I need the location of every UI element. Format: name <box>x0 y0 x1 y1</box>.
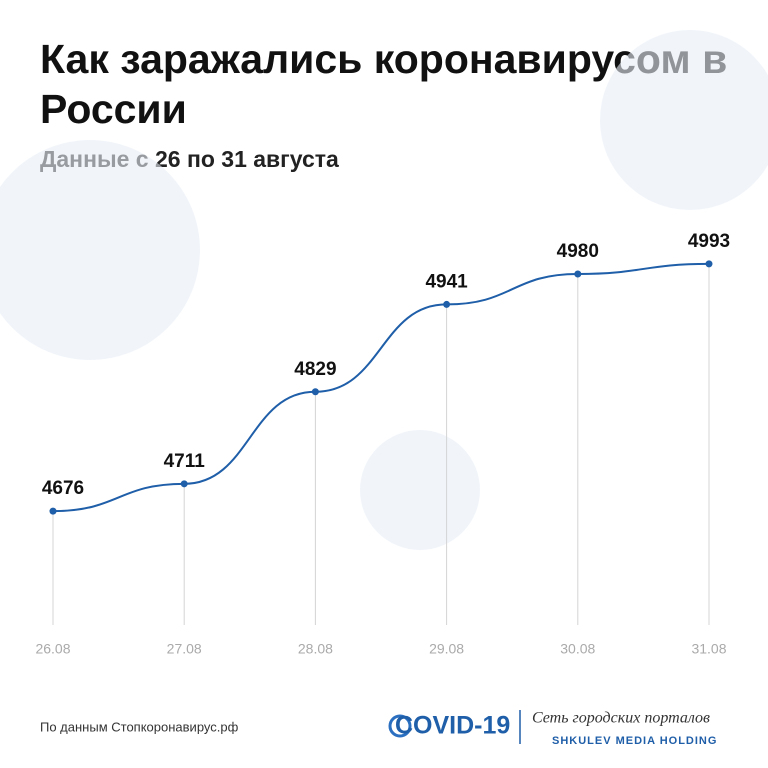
x-tick-label: 29.08 <box>429 641 464 657</box>
value-label: 4993 <box>688 231 730 252</box>
x-tick-label: 30.08 <box>560 641 595 657</box>
value-label: 4676 <box>42 478 84 499</box>
logo-network: Сеть городских порталов <box>532 710 710 727</box>
point <box>49 507 57 515</box>
x-tick-label: 26.08 <box>35 641 70 657</box>
logo-icon <box>388 714 412 738</box>
x-tick-label: 28.08 <box>298 641 333 657</box>
logo-covid: COVID-19 <box>395 712 510 740</box>
point <box>180 480 188 488</box>
x-tick-label: 27.08 <box>167 641 202 657</box>
chart-title: Как заражались коронавирусом в России <box>40 36 728 132</box>
background-decoration <box>0 30 768 550</box>
value-label: 4711 <box>164 451 206 472</box>
logo: COVID-19 Сеть городских порталов SHKULEV… <box>388 710 717 747</box>
point <box>443 300 451 308</box>
value-label: 4941 <box>425 271 468 292</box>
logo-holding: SHKULEV MEDIA HOLDING <box>552 735 717 747</box>
point <box>705 260 713 268</box>
source-note: По данным Стопкоронавирус.рф <box>40 719 239 734</box>
x-tick-label: 31.08 <box>691 641 726 657</box>
point <box>574 270 582 278</box>
point <box>311 388 319 396</box>
value-label: 4829 <box>294 359 336 380</box>
value-label: 4980 <box>557 241 599 262</box>
